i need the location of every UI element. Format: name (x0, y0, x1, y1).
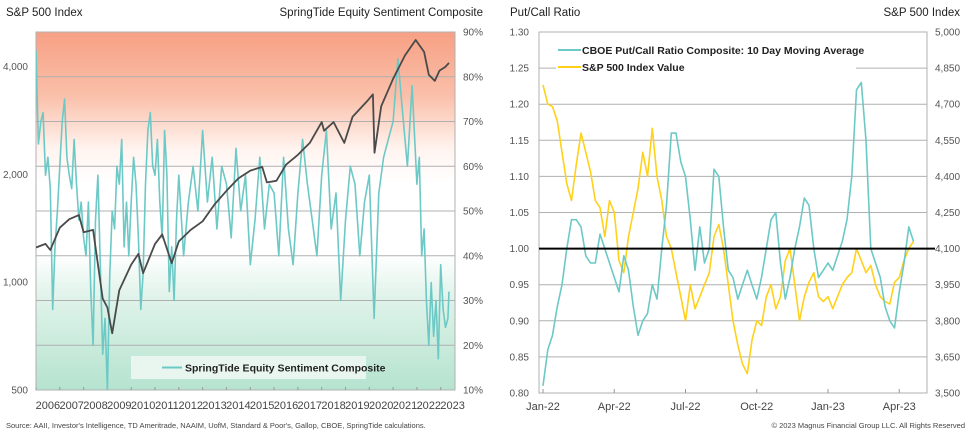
right-chart-left-axis-title: Put/Call Ratio (510, 7, 580, 19)
putcall-chart: Put/Call Ratio S&P 500 Index 0.80 0.85 0.9… (510, 7, 961, 413)
y-right-tick-label: 4,250 (935, 208, 960, 219)
right-chart-right-axis-title: S&P 500 Index (883, 7, 960, 19)
y-left-tick-label: 2,000 (3, 170, 28, 181)
y-right-tick-label: 4,100 (935, 244, 960, 255)
y-right-tick-label: 3,650 (935, 352, 960, 363)
y-right-tick-label: 70% (463, 117, 483, 128)
x-tick-label: 2009 (107, 400, 131, 412)
y-right-tick-label: 60% (463, 162, 483, 173)
y-left-tick-label: 1.20 (510, 100, 530, 111)
x-tick-label: Oct-22 (740, 401, 773, 413)
copyright-note: © 2023 Magnus Financial Group LLC. All R… (771, 421, 965, 430)
y-right-tick-label: 20% (463, 341, 483, 352)
right-chart-left-ticks: 0.80 0.85 0.90 0.95 1.00 1.05 1.10 1.15 1.20 1.25… (510, 28, 530, 400)
legend-box (556, 36, 856, 76)
y-right-tick-label: 4,700 (935, 100, 960, 111)
y-right-tick-label: 3,950 (935, 280, 960, 291)
y-right-tick-label: 4,400 (935, 172, 960, 183)
x-tick-label: 2014 (226, 400, 250, 412)
y-left-tick-label: 0.85 (510, 352, 530, 363)
x-tick-label: 2012 (179, 400, 203, 412)
x-tick-label: 2021 (393, 400, 417, 412)
y-right-tick-label: 40% (463, 251, 483, 262)
x-tick-label: 2006 (36, 400, 60, 412)
y-right-tick-label: 50% (463, 207, 483, 218)
y-right-tick-label: 3,500 (935, 389, 960, 400)
left-chart-right-axis-title: SpringTide Equity Sentiment Composite (280, 7, 483, 19)
x-tick-label: 2013 (202, 400, 226, 412)
y-left-tick-label: 1.15 (510, 136, 530, 147)
sp500-index-line (36, 39, 450, 335)
y-left-tick-label: 1.05 (510, 208, 530, 219)
x-tick-label: 2008 (83, 400, 107, 412)
x-tick-label: Apr-23 (883, 401, 916, 413)
y-left-tick-label: 1.10 (510, 172, 530, 183)
x-tick-label: 2007 (59, 400, 83, 412)
left-chart-legend: SpringTide Equity Sentiment Composite (131, 356, 386, 379)
left-chart-right-ticks: 10% 20% 30% 40% 50% 60% 70% 80% 90% (463, 28, 483, 397)
y-right-tick-label: 10% (463, 386, 483, 397)
x-tick-label: 2011 (155, 400, 179, 412)
y-left-tick-label: 4,000 (3, 62, 28, 73)
x-tick-label: 2023 (440, 400, 464, 412)
x-tick-label: 2018 (321, 400, 345, 412)
right-chart-x-ticks: Jan-22 Apr-22 Jul-22 Oct-22 Jan-23 Apr-23 (526, 389, 916, 413)
left-chart-left-ticks: 500 1,000 2,000 4,000 (3, 62, 28, 396)
y-left-tick-label: 0.95 (510, 280, 530, 291)
sentiment-chart: S&P 500 Index SpringTide Equity Sentimen… (3, 7, 483, 412)
x-tick-label: 2022 (417, 400, 441, 412)
source-note: Source: AAII, Investor's Intelligence, T… (6, 421, 426, 430)
y-left-tick-label: 1.30 (510, 28, 530, 39)
x-tick-label: Jan-23 (811, 401, 845, 413)
y-right-tick-label: 30% (463, 296, 483, 307)
x-tick-label: 2019 (345, 400, 369, 412)
left-chart-x-ticks: 2006 2007 2008 2009 2010 2011 2012 2013 2014 2015… (35, 387, 465, 412)
y-left-tick-label: 1,000 (3, 278, 28, 289)
y-left-tick-label: 1.00 (510, 244, 530, 255)
x-tick-label: 2010 (131, 400, 155, 412)
x-tick-label: Jan-22 (526, 401, 560, 413)
x-tick-label: 2020 (369, 400, 393, 412)
sp500-index-value-line (542, 84, 915, 375)
legend-label-sentiment: SpringTide Equity Sentiment Composite (185, 363, 386, 375)
right-chart-right-ticks: 3,500 3,650 3,800 3,950 4,100 4,250 4,400 4,550… (935, 28, 960, 400)
legend-label-sp500: S&P 500 Index Value (582, 62, 685, 74)
y-right-tick-label: 4,550 (935, 136, 960, 147)
y-right-tick-label: 3,800 (935, 316, 960, 327)
y-right-tick-label: 90% (463, 28, 483, 39)
y-left-tick-label: 0.80 (510, 389, 530, 400)
right-chart-legend: CBOE Put/Call Ratio Composite: 10 Day Mo… (556, 36, 864, 76)
x-tick-label: Jul-22 (671, 401, 701, 413)
legend-label-putcall: CBOE Put/Call Ratio Composite: 10 Day Mo… (582, 45, 864, 57)
y-right-tick-label: 4,850 (935, 64, 960, 75)
y-left-tick-label: 1.25 (510, 64, 530, 75)
y-left-tick-label: 500 (11, 386, 28, 397)
y-left-tick-label: 0.90 (510, 316, 530, 327)
x-tick-label: Apr-22 (598, 401, 631, 413)
x-tick-label: 2015 (250, 400, 274, 412)
y-right-tick-label: 5,000 (935, 28, 960, 39)
x-tick-label: 2016 (274, 400, 298, 412)
legend-box (131, 356, 366, 379)
left-chart-left-axis-title: S&P 500 Index (6, 7, 83, 19)
y-right-tick-label: 80% (463, 72, 483, 83)
x-tick-label: 2017 (298, 400, 322, 412)
